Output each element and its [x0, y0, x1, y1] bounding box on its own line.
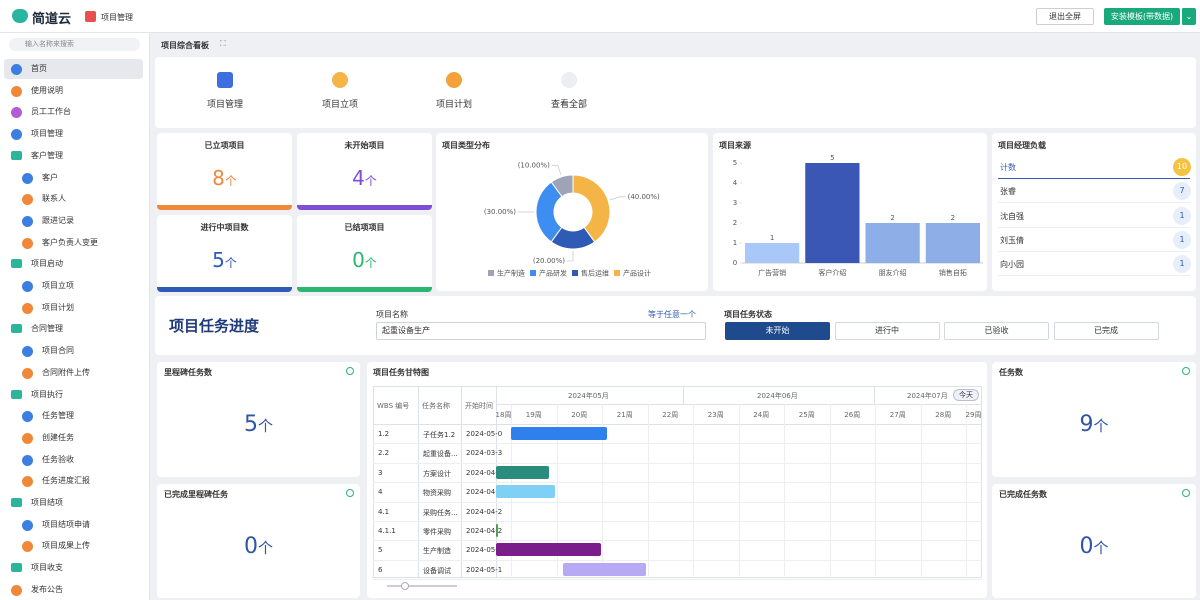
bar [866, 223, 920, 263]
y-tick-label: 5 [733, 159, 737, 167]
legend-swatch [488, 270, 494, 276]
manager-count: 1 [1173, 231, 1191, 249]
manager-name: 沈自强 [1000, 211, 1024, 222]
row-line [998, 227, 1190, 228]
x-tick-label: 客户介绍 [818, 268, 846, 277]
legend-label: 产品设计 [623, 269, 651, 278]
legend-label: 生产制造 [497, 269, 525, 278]
y-tick-label: 3 [733, 199, 737, 207]
y-tick-label: 4 [733, 179, 738, 187]
bar-value: 2 [951, 214, 955, 222]
leader-line [567, 251, 573, 261]
manager-name: 计数 [1000, 162, 1016, 173]
pie-label: (40.00%) [628, 193, 660, 201]
row-line [998, 251, 1190, 252]
bar-value: 2 [890, 214, 894, 222]
pie-label: (30.00%) [484, 208, 516, 216]
bar [745, 243, 799, 263]
manager-count: 10 [1173, 158, 1191, 176]
legend-label: 售后运维 [581, 269, 609, 278]
leader-line [610, 197, 626, 200]
x-tick-label: 销售自拓 [939, 268, 967, 277]
legend-label: 产品研发 [539, 269, 567, 278]
manager-count: 1 [1173, 207, 1191, 225]
legend-swatch [530, 270, 536, 276]
x-tick-label: 朋友介绍 [879, 268, 907, 277]
manager-name: 张睿 [1000, 186, 1016, 197]
bar-value: 5 [830, 154, 834, 162]
legend-swatch [614, 270, 620, 276]
bar [805, 163, 859, 263]
row-line [998, 275, 1190, 276]
pie-label: (10.00%) [518, 161, 550, 169]
x-tick-label: 广告营销 [758, 268, 786, 277]
bar [926, 223, 980, 263]
leader-line [552, 165, 561, 175]
y-tick-label: 1 [733, 239, 737, 247]
legend-swatch [572, 270, 578, 276]
bar-value: 1 [770, 234, 774, 242]
manager-name: 刘玉倩 [1000, 235, 1024, 246]
y-tick-label: 2 [733, 219, 737, 227]
manager-name: 向小园 [1000, 259, 1024, 270]
y-tick-label: 0 [733, 259, 737, 267]
pie-label: (20.00%) [533, 257, 565, 265]
row-underline [998, 178, 1190, 179]
row-line [998, 202, 1190, 203]
